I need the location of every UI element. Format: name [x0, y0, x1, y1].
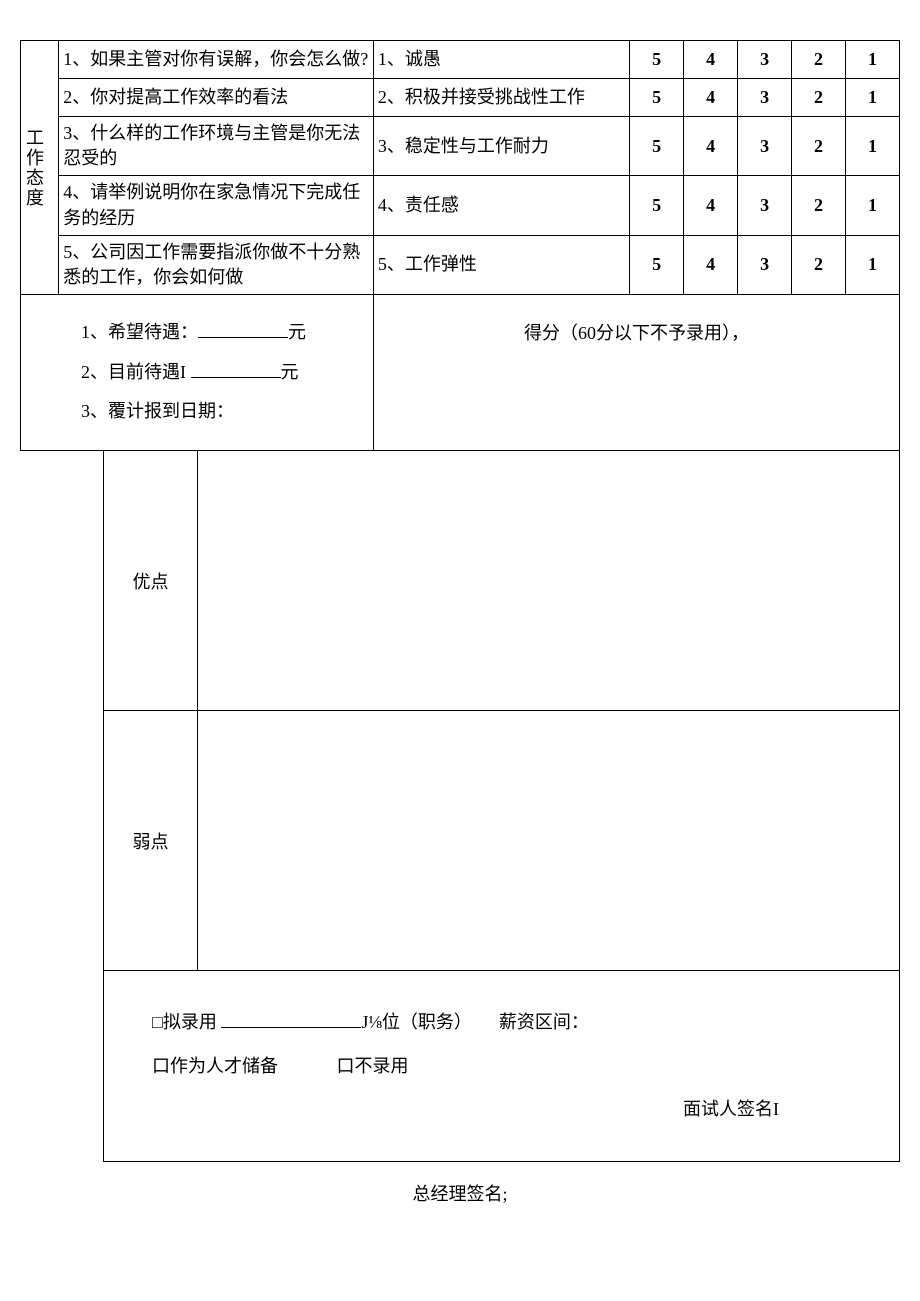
- criterion-cell: 1、诚愚: [373, 41, 629, 79]
- score-cell[interactable]: 3: [738, 41, 792, 79]
- hire-checkbox-label[interactable]: □拟录用: [152, 1012, 217, 1032]
- score-cell[interactable]: 4: [684, 117, 738, 176]
- question-cell: 3、什么样的工作环境与主管是你无法忍受的: [59, 117, 374, 176]
- expected-salary-blank[interactable]: [198, 318, 288, 338]
- score-cell[interactable]: 1: [846, 79, 900, 117]
- decision-cell: □拟录用 J⅛位（职务） 薪资区间： 口作为人才储备 口不录用 面试人签名I: [104, 971, 900, 1162]
- weakness-label: 弱点: [104, 711, 198, 971]
- score-cell[interactable]: 4: [684, 176, 738, 235]
- score-cell[interactable]: 1: [846, 41, 900, 79]
- salary-range-label: 薪资区间：: [499, 1012, 589, 1032]
- score-cell[interactable]: 1: [846, 117, 900, 176]
- attitude-table: 工作态度 1、如果主管对你有误解，你会怎么做? 1、诚愚 5 4 3 2 1 2…: [20, 40, 900, 451]
- score-cell[interactable]: 3: [738, 79, 792, 117]
- score-cell[interactable]: 5: [630, 117, 684, 176]
- score-cell[interactable]: 2: [792, 176, 846, 235]
- question-cell: 1、如果主管对你有误解，你会怎么做?: [59, 41, 374, 79]
- expected-salary-label: 1、希望待遇：: [81, 322, 198, 342]
- position-label: J⅛位（职务）: [361, 1012, 472, 1032]
- score-cell[interactable]: 3: [738, 235, 792, 294]
- current-salary-label: 2、目前待遇I: [81, 362, 186, 382]
- score-note-cell: 得分（60分以下不予录用），: [373, 295, 899, 451]
- score-cell[interactable]: 5: [630, 41, 684, 79]
- question-cell: 4、请举例说明你在家急情况下完成任务的经历: [59, 176, 374, 235]
- interviewer-signature-line: 面试人签名I: [152, 1088, 859, 1131]
- yuan-unit: 元: [288, 322, 306, 342]
- strength-content[interactable]: [198, 451, 900, 711]
- section-header: 工作态度: [21, 128, 47, 208]
- criterion-cell: 3、稳定性与工作耐力: [373, 117, 629, 176]
- decision-line2: 口作为人才储备 口不录用: [152, 1045, 859, 1088]
- current-salary-line: 2、目前待遇I 元: [81, 353, 343, 393]
- section-header-cell: 工作态度: [21, 41, 59, 295]
- decision-line1: □拟录用 J⅛位（职务） 薪资区间：: [152, 1001, 859, 1044]
- gm-signature-line: 总经理签名;: [20, 1180, 900, 1206]
- current-salary-blank[interactable]: [191, 358, 281, 378]
- score-cell[interactable]: 3: [738, 176, 792, 235]
- yuan-unit: 元: [281, 362, 299, 382]
- expected-salary-line: 1、希望待遇： 元: [81, 313, 343, 353]
- reserve-checkbox-label[interactable]: 口作为人才储备: [152, 1056, 278, 1076]
- score-cell[interactable]: 2: [792, 41, 846, 79]
- salary-info-cell: 1、希望待遇： 元 2、目前待遇I 元 3、覆计报到日期：: [21, 295, 374, 451]
- reject-checkbox-label[interactable]: 口不录用: [337, 1056, 409, 1076]
- question-cell: 5、公司因工作需要指派你做不十分熟悉的工作，你会如何做: [59, 235, 374, 294]
- score-cell[interactable]: 2: [792, 79, 846, 117]
- criterion-cell: 4、责任感: [373, 176, 629, 235]
- position-blank[interactable]: [221, 1009, 361, 1029]
- score-cell[interactable]: 3: [738, 117, 792, 176]
- weakness-content[interactable]: [198, 711, 900, 971]
- criterion-cell: 2、积极并接受挑战性工作: [373, 79, 629, 117]
- score-cell[interactable]: 4: [684, 41, 738, 79]
- score-cell[interactable]: 1: [846, 235, 900, 294]
- criterion-cell: 5、工作弹性: [373, 235, 629, 294]
- score-cell[interactable]: 2: [792, 235, 846, 294]
- score-cell[interactable]: 4: [684, 79, 738, 117]
- report-date-line: 3、覆计报到日期：: [81, 392, 343, 432]
- score-cell[interactable]: 5: [630, 176, 684, 235]
- question-cell: 2、你对提高工作效率的看法: [59, 79, 374, 117]
- score-cell[interactable]: 1: [846, 176, 900, 235]
- score-cell[interactable]: 5: [630, 235, 684, 294]
- score-cell[interactable]: 2: [792, 117, 846, 176]
- assessment-table: 优点 弱点 □拟录用 J⅛位（职务） 薪资区间： 口作为人才储备 口不录用: [103, 451, 900, 1162]
- score-note: 得分（60分以下不予录用），: [404, 313, 869, 345]
- score-cell[interactable]: 5: [630, 79, 684, 117]
- score-cell[interactable]: 4: [684, 235, 738, 294]
- strength-label: 优点: [104, 451, 198, 711]
